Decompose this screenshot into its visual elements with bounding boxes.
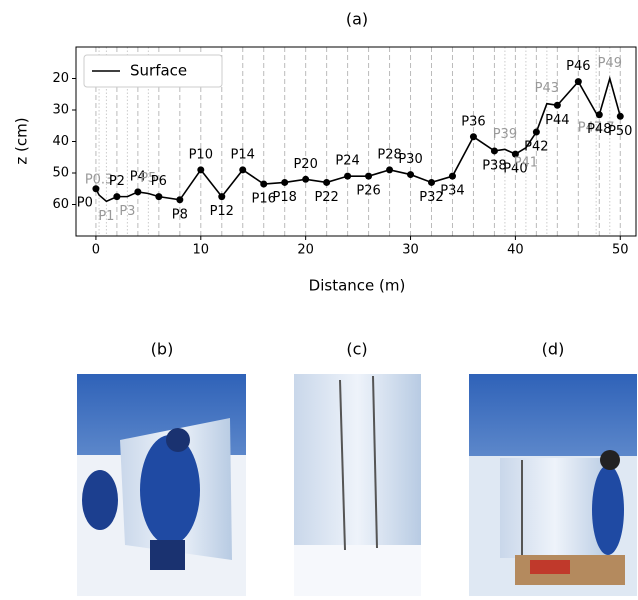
y-tick-label: 50: [52, 166, 69, 181]
point-marker: [344, 172, 352, 180]
y-tick-label: 60: [52, 197, 69, 212]
photo-c: [294, 374, 421, 596]
chart-title: (a): [346, 10, 368, 29]
x-tick-label: 40: [507, 243, 524, 258]
photo-title: (d): [542, 340, 565, 359]
point-marker: [511, 150, 519, 158]
point-label: P24: [335, 154, 359, 169]
point-label: P39: [493, 127, 517, 142]
point-marker: [532, 128, 540, 136]
point-marker: [92, 185, 100, 193]
y-axis-label: z (cm): [13, 117, 31, 164]
point-label: P0.3: [85, 173, 114, 188]
point-label: P10: [189, 147, 213, 162]
point-label: P43: [535, 81, 559, 96]
photo-title: (c): [346, 340, 367, 359]
point-marker: [386, 166, 394, 174]
point-label: P26: [356, 184, 380, 199]
point-label: P14: [231, 147, 255, 162]
point-label: P5: [140, 171, 156, 186]
point-label: P12: [210, 204, 234, 219]
point-label: P0: [77, 195, 93, 210]
point-marker: [448, 172, 456, 180]
point-label: P1: [98, 209, 114, 224]
point-label: P46: [566, 59, 590, 74]
point-label: P8: [172, 207, 188, 222]
point-marker: [113, 193, 121, 201]
point-marker: [260, 180, 268, 188]
photo-b: [77, 374, 246, 596]
point-marker: [574, 78, 582, 86]
point-label: P36: [461, 114, 485, 129]
point-label: P28: [377, 147, 401, 162]
point-label: P44: [545, 113, 569, 128]
photo-title: (b): [151, 340, 174, 359]
point-label: P4: [130, 169, 146, 184]
point-label: P41: [514, 155, 538, 170]
point-marker: [281, 178, 289, 186]
point-label: P42: [524, 140, 548, 155]
point-label: P18: [272, 190, 296, 205]
point-marker: [616, 112, 624, 120]
photo-d: [469, 374, 637, 596]
point-marker: [302, 175, 310, 183]
x-tick-label: 30: [402, 243, 419, 258]
x-axis-label: Distance (m): [309, 277, 406, 295]
point-label: P6: [151, 174, 167, 189]
point-marker: [197, 166, 205, 174]
point-label: P34: [440, 184, 464, 199]
point-marker: [134, 188, 142, 196]
point-marker: [176, 196, 184, 204]
point-label: P50: [608, 124, 632, 139]
point-label: P32: [419, 190, 443, 205]
point-label: P16: [252, 192, 276, 207]
point-label: P2: [109, 174, 125, 189]
point-marker: [490, 147, 498, 155]
legend-label: Surface: [130, 62, 187, 80]
point-label: P20: [293, 157, 317, 172]
point-marker: [407, 171, 415, 179]
point-marker: [365, 172, 373, 180]
x-tick-label: 50: [612, 243, 629, 258]
point-marker: [323, 178, 331, 186]
point-label: P38: [482, 158, 506, 173]
point-marker: [218, 193, 226, 201]
point-label: P48: [587, 122, 611, 137]
y-tick-label: 30: [52, 103, 69, 118]
y-tick-label: 20: [52, 71, 69, 86]
x-tick-label: 0: [92, 243, 100, 258]
point-label: P30: [398, 152, 422, 167]
point-label: P3: [119, 204, 135, 219]
point-marker: [553, 101, 561, 109]
x-tick-label: 20: [297, 243, 314, 258]
point-marker: [469, 133, 477, 141]
legend-box: [83, 54, 223, 88]
point-marker: [595, 111, 603, 119]
point-label: P22: [314, 190, 338, 205]
x-tick-label: 10: [193, 243, 210, 258]
point-label: P40: [503, 162, 527, 177]
y-tick-label: 40: [52, 134, 69, 149]
point-marker: [428, 178, 436, 186]
point-label: P47.7: [578, 121, 615, 136]
point-marker: [239, 166, 247, 174]
point-marker: [155, 193, 163, 201]
point-label: P49: [598, 56, 622, 71]
